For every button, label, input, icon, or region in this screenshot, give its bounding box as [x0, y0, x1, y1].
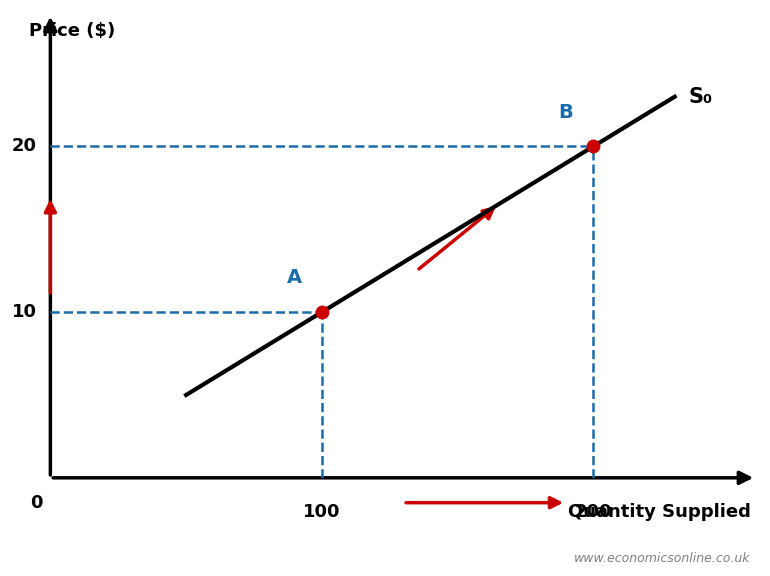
Text: Price ($): Price ($) [28, 22, 115, 40]
Text: www.economicsonline.co.uk: www.economicsonline.co.uk [574, 552, 751, 566]
Text: 100: 100 [303, 503, 340, 521]
Text: 200: 200 [574, 503, 612, 521]
Text: B: B [559, 103, 574, 122]
Text: 10: 10 [12, 303, 37, 321]
Text: A: A [287, 268, 302, 287]
Text: S₀: S₀ [688, 87, 712, 107]
Text: 20: 20 [12, 138, 37, 156]
Text: Quantity Supplied: Quantity Supplied [567, 503, 751, 521]
Text: 0: 0 [31, 494, 43, 513]
